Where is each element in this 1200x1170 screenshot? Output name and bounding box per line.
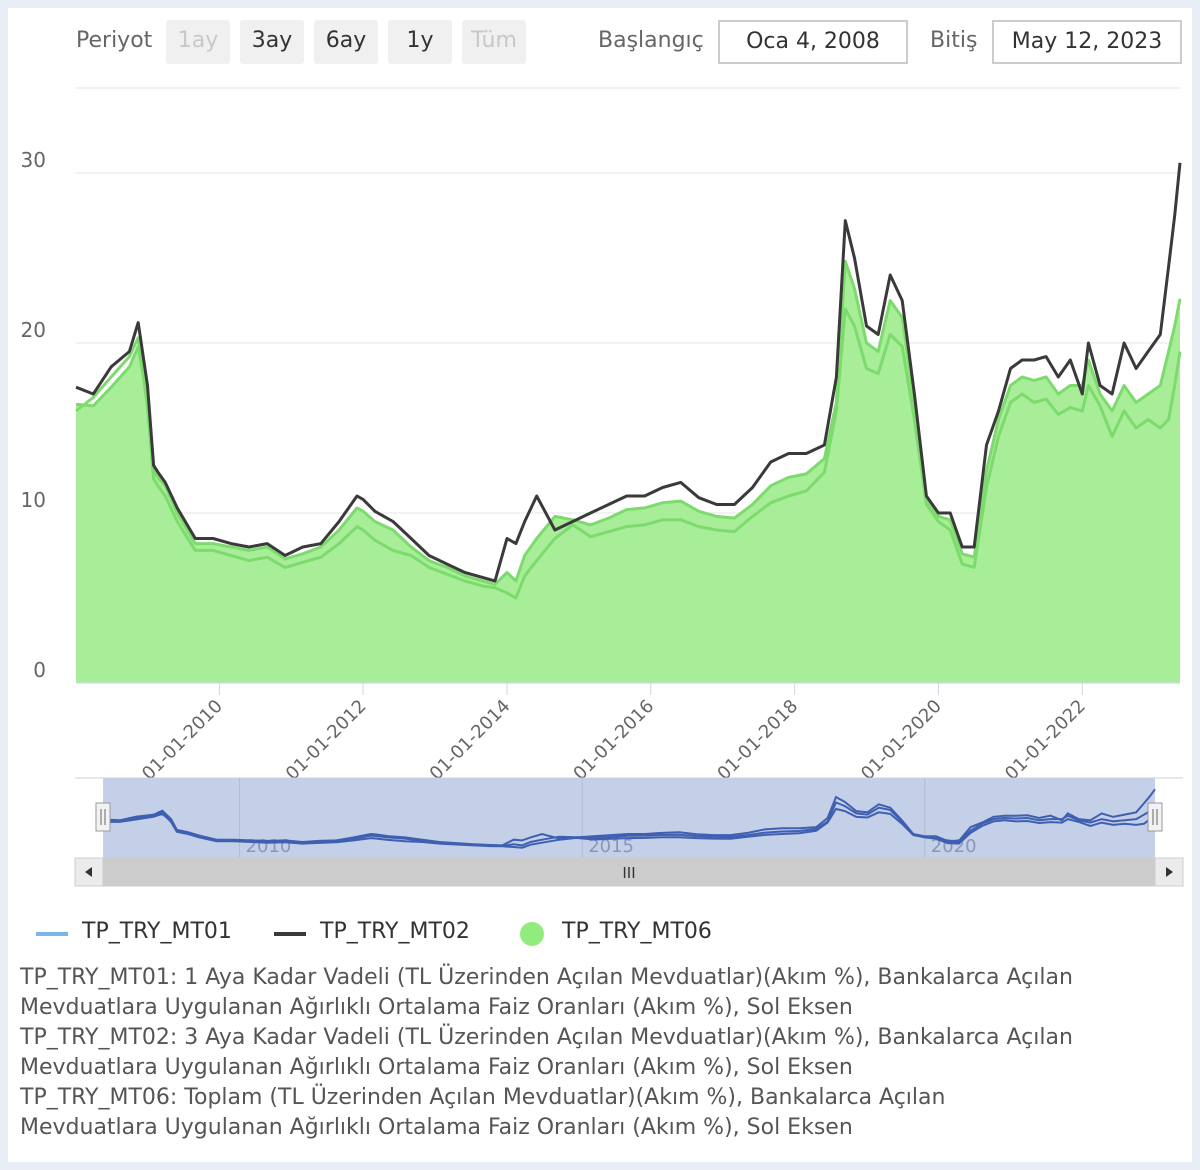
period-3ay-button[interactable]: 3ay [240,20,304,64]
period-6ay-button[interactable]: 6ay [314,20,378,64]
chevron-right-icon [1166,867,1173,877]
legend-circle-icon [520,922,544,946]
series-line-mt06 [75,259,1182,586]
navigator-year-label: 2010 [246,836,292,857]
period-label: Periyot [76,28,153,53]
navigator-year-label: 2015 [588,836,634,857]
series-lines [75,162,1182,600]
legend-line-icon [274,932,306,936]
scrollbar-thumb [103,858,1155,886]
range-selector: Periyot 1ay 3ay 6ay 1y Tüm Başlangıç Oca… [8,8,1192,78]
series-line-mt01 [75,307,1182,600]
y-tick-label: 10 [21,488,46,512]
series-descriptions: TP_TRY_MT01: 1 Aya Kadar Vadeli (TL Üzer… [20,963,1180,1143]
legend-label: TP_TRY_MT06 [562,919,712,944]
legend: TP_TRY_MT01 TP_TRY_MT02 TP_TRY_MT06 [8,913,1192,953]
x-tick-label: 01-01-2016 [569,696,658,785]
start-date-input[interactable]: Oca 4, 2008 [718,20,908,64]
x-tick-label: 01-01-2020 [857,696,946,785]
scrollbar[interactable]: III [74,857,1184,887]
chevron-left-icon [85,867,92,877]
description-line: Mevduatlara Uygulanan Ağırlıklı Ortalama… [20,1115,853,1140]
chart-container: Periyot 1ay 3ay 6ay 1y Tüm Başlangıç Oca… [8,8,1192,1162]
x-tick-label: 01-01-2014 [426,696,515,785]
y-tick-label: 30 [21,148,46,172]
start-date-label: Başlangıç [598,28,704,53]
series-areas [76,261,1180,683]
navigator-series-line [102,788,1156,847]
end-date-input[interactable]: May 12, 2023 [992,20,1182,64]
period-1y-button[interactable]: 1y [388,20,452,64]
description-line: TP_TRY_MT01: 1 Aya Kadar Vadeli (TL Üzer… [20,965,1073,990]
area-chart: 0 10 20 30 01-01-2010 01-01-2012 01-01-2014 01-… [21,87,1184,887]
description-line: TP_TRY_MT02: 3 Aya Kadar Vadeli (TL Üzer… [20,1025,1073,1050]
handle-body [95,802,111,832]
y-tick-label: 20 [21,318,46,342]
x-tick-label: 01-01-2022 [1001,696,1090,785]
period-tum-button[interactable]: Tüm [462,20,526,64]
series-line-mt02 [75,162,1182,583]
navigator-series-line [102,807,1156,849]
legend-label: TP_TRY_MT01 [82,919,232,944]
y-tick-label: 0 [33,658,46,682]
scrollbar-grip-icon: III [622,864,635,882]
navigator-handle-icon[interactable] [1147,802,1163,832]
description-line: Mevduatlara Uygulanan Ağırlıklı Ortalama… [20,1055,853,1080]
x-tick-label: 01-01-2012 [282,696,371,785]
description-line: TP_TRY_MT06: Toplam (TL Üzerinden Açılan… [20,1085,946,1110]
navigator-handle-icon[interactable] [95,802,111,832]
description-line: Mevduatlara Uygulanan Ağırlıklı Ortalama… [20,995,853,1020]
period-1ay-button[interactable]: 1ay [166,20,230,64]
end-date-label: Bitiş [930,28,978,53]
x-tick-label: 01-01-2018 [713,696,802,785]
handle-body [1147,802,1163,832]
navigator-mask [103,778,1155,858]
x-tick-label: 01-01-2010 [138,696,227,785]
legend-line-icon [36,932,68,936]
legend-label: TP_TRY_MT02 [320,919,470,944]
series-area-mt06 [76,261,1180,683]
